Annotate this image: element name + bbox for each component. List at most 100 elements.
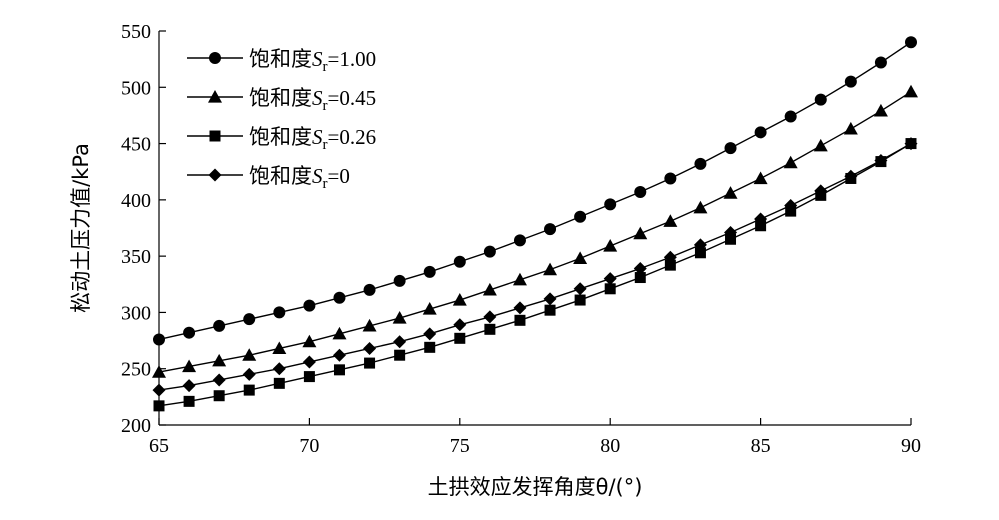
data-point-triangle bbox=[182, 359, 197, 373]
data-point-triangle bbox=[152, 365, 166, 378]
data-point-circle bbox=[243, 313, 256, 326]
data-point-triangle bbox=[663, 214, 678, 227]
legend-item: 饱和度Sr=0.45 bbox=[187, 86, 376, 114]
y-tick-label: 400 bbox=[121, 190, 151, 212]
data-point-circle bbox=[814, 93, 827, 106]
legend-marker-triangle bbox=[208, 90, 222, 103]
data-point-triangle bbox=[332, 326, 347, 340]
data-point-square bbox=[364, 357, 376, 369]
data-point-triangle bbox=[272, 341, 287, 355]
data-point-square bbox=[725, 233, 737, 245]
series-circle bbox=[153, 36, 917, 346]
legend-item: 饱和度Sr=0.26 bbox=[187, 125, 376, 153]
y-tick-label: 350 bbox=[121, 246, 151, 268]
data-point-circle bbox=[724, 142, 737, 155]
data-point-circle bbox=[183, 326, 196, 339]
y-axis-title: 松动土压力值/kPa bbox=[69, 143, 93, 313]
y-tick-label: 450 bbox=[121, 134, 151, 156]
data-point-diamond bbox=[754, 212, 768, 226]
data-point-square bbox=[634, 272, 646, 284]
data-point-square bbox=[574, 294, 586, 306]
data-point-square bbox=[694, 247, 706, 259]
data-point-diamond bbox=[543, 292, 557, 306]
data-point-triangle bbox=[482, 282, 497, 296]
y-tick-label: 250 bbox=[121, 359, 151, 381]
data-point-diamond bbox=[633, 262, 647, 276]
data-point-circle bbox=[754, 126, 767, 139]
data-point-triangle bbox=[573, 251, 588, 264]
data-point-diamond bbox=[904, 137, 918, 151]
data-point-diamond bbox=[423, 327, 437, 341]
data-point-triangle bbox=[242, 348, 257, 361]
data-point-diamond bbox=[724, 226, 738, 240]
data-point-triangle bbox=[633, 226, 648, 240]
data-point-triangle bbox=[813, 138, 828, 152]
data-point-square bbox=[514, 314, 526, 326]
legend-label: 饱和度Sr=0.26 bbox=[249, 125, 376, 153]
legend-label: 饱和度Sr=0 bbox=[249, 164, 350, 192]
data-point-triangle bbox=[783, 155, 798, 169]
data-point-square bbox=[454, 332, 466, 344]
data-point-circle bbox=[213, 319, 226, 332]
x-tick-label: 70 bbox=[299, 435, 319, 457]
data-point-circle bbox=[694, 157, 707, 170]
y-tick-label: 550 bbox=[121, 21, 151, 43]
data-point-circle bbox=[784, 110, 797, 123]
data-point-circle bbox=[273, 306, 286, 319]
data-point-circle bbox=[844, 75, 857, 88]
data-point-triangle bbox=[693, 200, 708, 214]
data-point-diamond bbox=[603, 272, 617, 286]
data-point-diamond bbox=[844, 169, 858, 183]
legend-marker-circle bbox=[209, 52, 221, 64]
x-tick-label: 90 bbox=[901, 435, 921, 457]
series-layer bbox=[152, 36, 918, 412]
y-tick-label: 200 bbox=[121, 415, 151, 437]
x-axis-title: 土拱效应发挥角度θ/(°) bbox=[428, 475, 643, 499]
data-point-triangle bbox=[753, 171, 768, 185]
data-point-diamond bbox=[393, 335, 407, 349]
data-point-circle bbox=[513, 234, 526, 247]
data-point-square bbox=[424, 341, 436, 353]
x-tick-label: 65 bbox=[149, 435, 169, 457]
data-point-diamond bbox=[693, 238, 707, 252]
data-point-circle bbox=[483, 245, 496, 258]
data-point-diamond bbox=[573, 282, 587, 296]
data-point-square bbox=[484, 323, 496, 335]
ticks: 65 70 75 80 85 90 200 250 300 350 400 450 500 550 bbox=[121, 21, 921, 457]
data-point-diamond bbox=[272, 362, 286, 376]
data-point-circle bbox=[423, 265, 436, 278]
data-point-circle bbox=[664, 172, 677, 185]
data-point-circle bbox=[604, 198, 617, 211]
data-point-square bbox=[303, 371, 315, 383]
data-point-square bbox=[213, 390, 225, 402]
data-point-circle bbox=[363, 283, 376, 296]
data-point-triangle bbox=[873, 103, 888, 117]
legend-label: 饱和度Sr=1.00 bbox=[249, 47, 376, 75]
data-point-square bbox=[394, 349, 406, 361]
legend-marker-diamond bbox=[208, 168, 222, 182]
data-point-diamond bbox=[242, 367, 256, 381]
data-point-diamond bbox=[663, 250, 677, 264]
x-tick-label: 75 bbox=[450, 435, 470, 457]
legend-item: 饱和度Sr=1.00 bbox=[187, 47, 376, 75]
data-point-triangle bbox=[392, 311, 407, 324]
data-point-triangle bbox=[723, 186, 738, 199]
data-point-triangle bbox=[302, 334, 317, 348]
axes bbox=[158, 31, 911, 426]
data-point-diamond bbox=[513, 301, 527, 315]
series-diamond bbox=[152, 137, 918, 397]
data-point-circle bbox=[874, 56, 887, 69]
y-tick-label: 500 bbox=[121, 77, 151, 99]
series-triangle bbox=[152, 84, 918, 378]
data-point-diamond bbox=[453, 318, 467, 332]
data-point-triangle bbox=[512, 272, 527, 286]
data-point-diamond bbox=[152, 383, 166, 397]
data-point-diamond bbox=[182, 379, 196, 393]
data-point-triangle bbox=[603, 239, 618, 252]
data-point-triangle bbox=[422, 302, 437, 315]
data-point-square bbox=[153, 400, 165, 412]
legend-label: 饱和度Sr=0.45 bbox=[249, 86, 376, 114]
data-point-triangle bbox=[452, 293, 467, 306]
legend: 饱和度Sr=1.00 饱和度Sr=0.45 饱和度Sr=0.26 饱和度Sr=0 bbox=[187, 47, 376, 192]
